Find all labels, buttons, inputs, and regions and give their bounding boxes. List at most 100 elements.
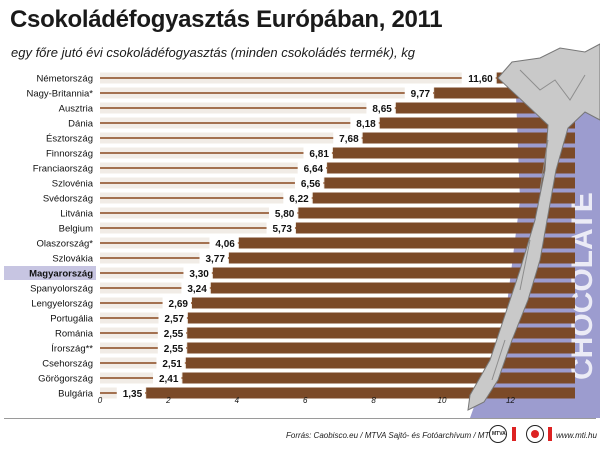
value-label: 3,30 — [189, 269, 209, 280]
chocolate-bar — [182, 372, 575, 384]
chocolate-bar — [212, 267, 576, 279]
category-label: Szlovákia — [52, 254, 93, 265]
value-label: 8,65 — [372, 104, 392, 115]
bar-value-stroke — [100, 332, 188, 334]
category-label: Magyarország — [29, 269, 93, 280]
chocolate-bar — [327, 162, 575, 174]
chocolate-bar — [187, 312, 576, 324]
bar-value-stroke — [100, 272, 213, 274]
bar-row: 4,06 Olaszország* — [37, 237, 576, 250]
chocolate-bar — [185, 357, 576, 369]
bar-value-stroke — [100, 77, 497, 79]
value-label-box — [266, 222, 295, 234]
bar-row: 5,80 Litvánia — [60, 207, 575, 220]
category-label: Lengyelország — [31, 299, 93, 310]
category-label: Litvánia — [60, 209, 93, 220]
chocolate-bar — [298, 207, 575, 219]
value-label-box — [366, 102, 395, 114]
bar-row: 6,81 Finnország — [46, 147, 575, 160]
bar-row: 2,55 Románia — [55, 327, 575, 340]
value-label: 3,24 — [187, 284, 207, 295]
category-label: Németország — [37, 74, 94, 85]
bar-value-stroke — [100, 317, 188, 319]
chart-title: Csokoládéfogyasztás Európában, 2011 — [10, 6, 443, 33]
mti-logo — [526, 425, 544, 443]
chocolate-bar — [324, 177, 575, 189]
chocolate-bar — [362, 132, 575, 144]
value-label-box — [404, 87, 434, 99]
bar-row: 7,68 Észtország — [46, 132, 575, 145]
bar-value-stroke — [100, 92, 435, 94]
category-label: Ausztria — [59, 104, 94, 115]
bar-value-stroke — [100, 212, 299, 214]
value-label: 9,77 — [411, 89, 431, 100]
bar-value-stroke — [100, 362, 186, 364]
bar-value-stroke — [100, 197, 313, 199]
value-label-box — [156, 357, 185, 369]
value-label-box — [461, 72, 496, 84]
value-label: 5,73 — [272, 224, 292, 235]
logo-divider-icon — [512, 427, 516, 441]
chocolate-bar — [228, 252, 575, 264]
foil-wrapper — [467, 43, 600, 411]
bar-value-stroke — [100, 107, 396, 109]
x-tick-label: 6 — [303, 396, 308, 405]
x-tick-label: 4 — [235, 396, 240, 405]
category-label: Svédország — [43, 194, 93, 205]
value-label-box — [181, 282, 210, 294]
bar-row: 8,65 Ausztria — [59, 102, 575, 115]
category-label: Csehország — [42, 359, 93, 370]
foil-wrapper-decoration — [467, 43, 600, 411]
value-label-box — [209, 237, 238, 249]
chocolate-bar — [312, 192, 575, 204]
value-label-box — [297, 162, 327, 174]
bar-row: 3,24 Spanyolország — [30, 282, 576, 295]
bar-value-stroke — [100, 137, 363, 139]
category-label: Franciaország — [33, 164, 93, 175]
chocolate-bar — [191, 297, 576, 309]
x-tick-label: 8 — [371, 396, 376, 405]
category-label: Portugália — [50, 314, 93, 325]
bar-row: 6,64 Franciaország — [33, 162, 575, 175]
value-label-box — [350, 117, 379, 129]
chocolate-bar — [434, 87, 575, 99]
value-label-box — [199, 252, 228, 264]
category-label: Görögország — [38, 374, 93, 385]
footer-website: www.mti.hu — [556, 431, 597, 440]
bar-chart: CHOCOLATE 11,60Németország9,77Nagy-Brita… — [4, 43, 600, 418]
value-label-box — [158, 312, 187, 324]
bar-row: 2,51 Csehország — [42, 357, 576, 370]
category-label: Belgium — [59, 224, 93, 235]
chocolate-bar — [187, 342, 575, 354]
bar-value-stroke — [100, 167, 328, 169]
value-label: 2,57 — [164, 314, 184, 325]
category-label: Szlovénia — [52, 179, 94, 190]
bar-row: 2,41 Görögország — [38, 372, 575, 385]
chocolate-bar — [332, 147, 575, 159]
value-label-box — [157, 327, 187, 339]
bar-row: 5,73 Belgium — [59, 222, 575, 235]
category-label: Olaszország* — [37, 239, 94, 250]
bar-row: 2,69 Lengyelország — [31, 297, 576, 310]
category-label: Spanyolország — [30, 284, 93, 295]
chart-subtitle: egy főre jutó évi csokoládéfogyasztás (m… — [11, 45, 415, 60]
logo-divider-icon — [548, 427, 552, 441]
bar-value-stroke — [100, 287, 211, 289]
bar-value-stroke — [100, 377, 183, 379]
bar-value-stroke — [100, 122, 380, 124]
value-label: 6,81 — [309, 149, 329, 160]
chocolate-bar — [295, 222, 575, 234]
value-label: 8,18 — [356, 119, 376, 130]
mtva-logo: MTVA — [489, 425, 507, 443]
bar-row: 1,35 Bulgária — [58, 387, 576, 400]
value-label: 6,64 — [304, 164, 324, 175]
value-label: 5,80 — [275, 209, 295, 220]
value-label: 6,22 — [289, 194, 309, 205]
value-label: 2,51 — [162, 359, 182, 370]
chocolate-bar — [238, 237, 576, 249]
highlight-label-bg — [4, 266, 96, 280]
chocolate-bar — [379, 117, 575, 129]
x-tick-label: 2 — [165, 396, 171, 405]
value-label: 2,69 — [169, 299, 189, 310]
